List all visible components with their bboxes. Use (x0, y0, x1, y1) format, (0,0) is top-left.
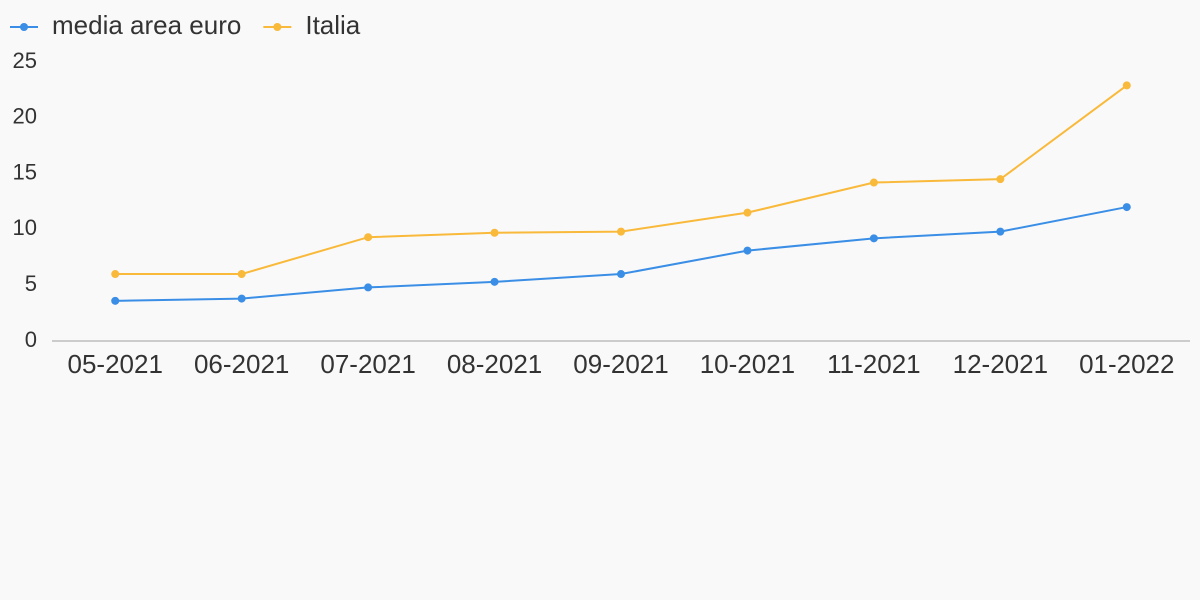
y-tick-label: 15 (13, 159, 37, 184)
legend-dot (20, 23, 28, 31)
y-tick-label: 20 (13, 104, 37, 129)
data-point (1122, 81, 1131, 90)
legend-label: Italia (305, 10, 360, 40)
data-point (237, 294, 246, 303)
data-point (617, 270, 625, 279)
x-tick-label: 07-2021 (320, 349, 415, 379)
y-tick-label: 5 (25, 271, 37, 296)
data-point (364, 233, 373, 242)
x-tick-label: 10-2021 (700, 349, 795, 379)
x-tick-label: 05-2021 (68, 349, 163, 379)
data-point (869, 178, 878, 187)
data-point (996, 227, 1005, 236)
y-tick-label: 10 (13, 215, 37, 240)
data-point (1122, 203, 1131, 212)
x-tick-label: 09-2021 (573, 349, 668, 379)
x-tick-label: 06-2021 (194, 349, 289, 379)
data-point (617, 227, 625, 236)
data-point (364, 283, 373, 292)
data-point (111, 270, 120, 279)
x-tick-label: 01-2022 (1079, 349, 1174, 379)
data-point (869, 234, 878, 243)
data-point (490, 228, 499, 237)
x-tick-label: 11-2021 (827, 349, 921, 379)
x-tick-label: 08-2021 (447, 349, 542, 379)
y-tick-label: 0 (25, 327, 37, 352)
series-line (115, 206, 1127, 302)
data-point (743, 246, 752, 255)
y-tick-label: 25 (13, 48, 37, 73)
data-point (237, 270, 246, 279)
legend-label: media area euro (52, 10, 241, 40)
data-point (743, 208, 752, 217)
series-line (115, 84, 1128, 276)
legend-dot (273, 23, 282, 31)
x-tick-label: 12-2021 (953, 349, 1048, 379)
data-point (111, 296, 120, 305)
data-point (996, 175, 1005, 184)
data-point (490, 277, 499, 286)
